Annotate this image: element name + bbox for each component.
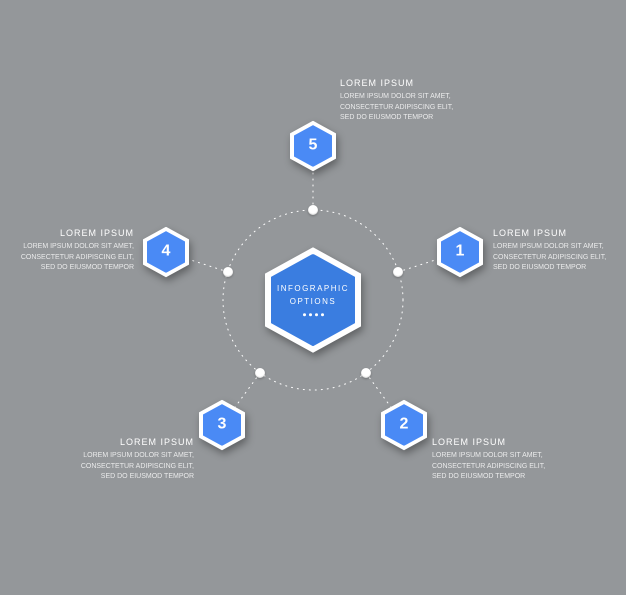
- step-text-2: LOREM IPSUM Lorem ipsum dolor sit amet, c…: [432, 437, 552, 483]
- center-label: INFOGRAPHICOPTIONS: [277, 284, 349, 317]
- step-text-5: LOREM IPSUM Lorem ipsum dolor sit amet, c…: [340, 78, 460, 124]
- step-title: LOREM IPSUM: [493, 228, 613, 238]
- step-hexagon-4: 4: [143, 227, 189, 278]
- step-title: LOREM IPSUM: [14, 228, 134, 238]
- ring-dot-5: [308, 205, 318, 215]
- ring-dot-3: [255, 368, 265, 378]
- step-number: 1: [456, 243, 465, 261]
- step-number: 4: [162, 243, 171, 261]
- center-hexagon: INFOGRAPHICOPTIONS: [265, 247, 361, 353]
- ring-dot-2: [361, 368, 371, 378]
- step-body: Lorem ipsum dolor sit amet, consectetur …: [493, 242, 613, 274]
- step-hexagon-1: 1: [437, 227, 483, 278]
- ring-dot-4: [223, 267, 233, 277]
- step-body: Lorem ipsum dolor sit amet, consectetur …: [74, 451, 194, 483]
- infographic-stage: INFOGRAPHICOPTIONS 1 LOREM IPSUM Lorem ipsu…: [0, 0, 626, 595]
- step-text-1: LOREM IPSUM Lorem ipsum dolor sit amet, c…: [493, 228, 613, 274]
- step-body: Lorem ipsum dolor sit amet, consectetur …: [14, 242, 134, 274]
- step-title: LOREM IPSUM: [74, 437, 194, 447]
- step-body: Lorem ipsum dolor sit amet, consectetur …: [432, 451, 552, 483]
- step-number: 2: [400, 416, 409, 434]
- step-hexagon-3: 3: [199, 400, 245, 451]
- step-title: LOREM IPSUM: [432, 437, 552, 447]
- step-body: Lorem ipsum dolor sit amet, consectetur …: [340, 92, 460, 124]
- step-text-4: LOREM IPSUM Lorem ipsum dolor sit amet, c…: [14, 228, 134, 274]
- step-hexagon-2: 2: [381, 400, 427, 451]
- step-title: LOREM IPSUM: [340, 78, 460, 88]
- ring-dot-1: [393, 267, 403, 277]
- step-number: 5: [309, 137, 318, 155]
- step-hexagon-5: 5: [290, 121, 336, 172]
- step-text-3: LOREM IPSUM Lorem ipsum dolor sit amet, c…: [74, 437, 194, 483]
- step-number: 3: [218, 416, 227, 434]
